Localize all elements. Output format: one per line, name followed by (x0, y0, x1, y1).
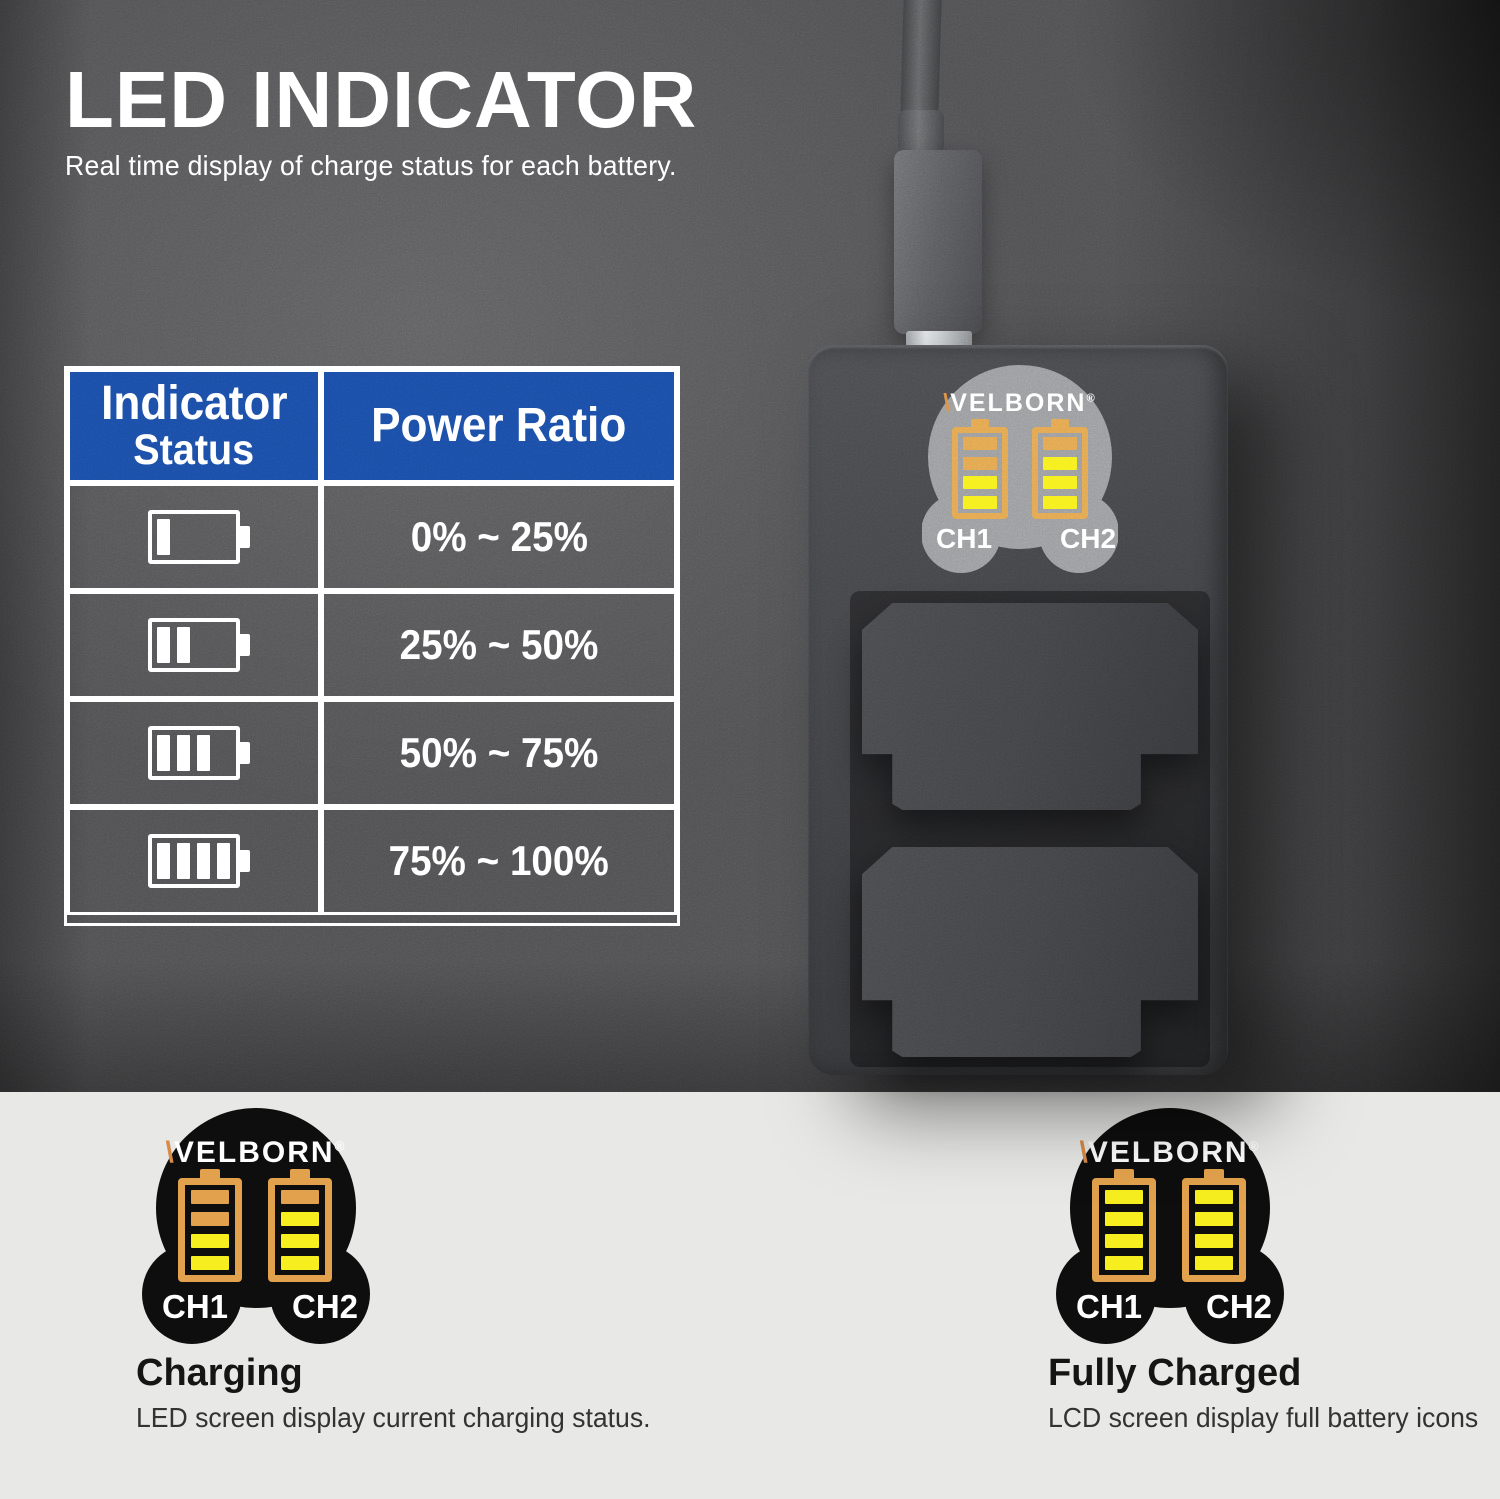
table-row-icon-cell (67, 699, 321, 807)
header-block: LED INDICATOR Real time display of charg… (65, 58, 709, 182)
battery-slot-covers (808, 345, 1228, 1075)
table-row-ratio-cell: 0% ~ 25% (321, 483, 677, 591)
battery-slot-cover-1 (862, 603, 1198, 810)
charging-description: LED screen display current charging stat… (136, 1402, 651, 1433)
battery-slot-cover-2 (862, 847, 1198, 1057)
battery-level-2-icon (148, 618, 240, 672)
battery-indicator-ch2 (1182, 1178, 1246, 1282)
page-title: LED INDICATOR (65, 55, 698, 144)
usb-connector (894, 150, 982, 334)
channel-2-label: CH2 (292, 1288, 359, 1325)
page-subtitle: Real time display of charge status for e… (65, 150, 677, 181)
fully-charged-badge: \VELBORN® CH1 CH2 (1054, 1106, 1286, 1346)
col-header-indicator-status: Indicator Status (67, 369, 321, 483)
channel-2-label: CH2 (1206, 1288, 1273, 1325)
table-row-icon-cell (67, 807, 321, 915)
fully-charged-badge-content: \VELBORN® CH1 CH2 (1054, 1106, 1286, 1346)
table-row-ratio-cell: 25% ~ 50% (321, 591, 677, 699)
dark-section: LED INDICATOR Real time display of charg… (0, 0, 1500, 1092)
table-row-ratio-cell: 50% ~ 75% (321, 699, 677, 807)
battery-level-4-icon (148, 834, 240, 888)
fully-charged-title: Fully Charged (1048, 1352, 1302, 1394)
battery-level-3-icon (148, 726, 240, 780)
table-row-icon-cell (67, 591, 321, 699)
battery-indicator-ch1 (1092, 1178, 1156, 1282)
charging-badge: \VELBORN® CH1 CH2 (140, 1106, 372, 1346)
battery-level-1-icon (148, 510, 240, 564)
charging-title: Charging (136, 1352, 303, 1394)
battery-indicator-ch1 (178, 1178, 242, 1282)
table-row-icon-cell (67, 483, 321, 591)
battery-indicator-ch2 (268, 1178, 332, 1282)
fully-charged-description: LCD screen display full battery icons (1048, 1402, 1479, 1433)
table-row-ratio-cell: 75% ~ 100% (321, 807, 677, 915)
channel-1-label: CH1 (162, 1288, 229, 1325)
welborn-logo: \VELBORN® (165, 1136, 347, 1169)
channel-1-label: CH1 (1076, 1288, 1143, 1325)
welborn-logo: \VELBORN® (1079, 1136, 1261, 1169)
indicator-table: Indicator Status Power Ratio 0% ~ 25% 25… (64, 366, 680, 926)
usb-cable (900, 0, 942, 121)
usb-cable-collar (898, 110, 944, 154)
charging-badge-content: \VELBORN® CH1 CH2 (140, 1106, 372, 1346)
charger-body: \VELBORN® CH1 CH2 (808, 345, 1228, 1075)
col-header-power-ratio: Power Ratio (321, 369, 677, 483)
